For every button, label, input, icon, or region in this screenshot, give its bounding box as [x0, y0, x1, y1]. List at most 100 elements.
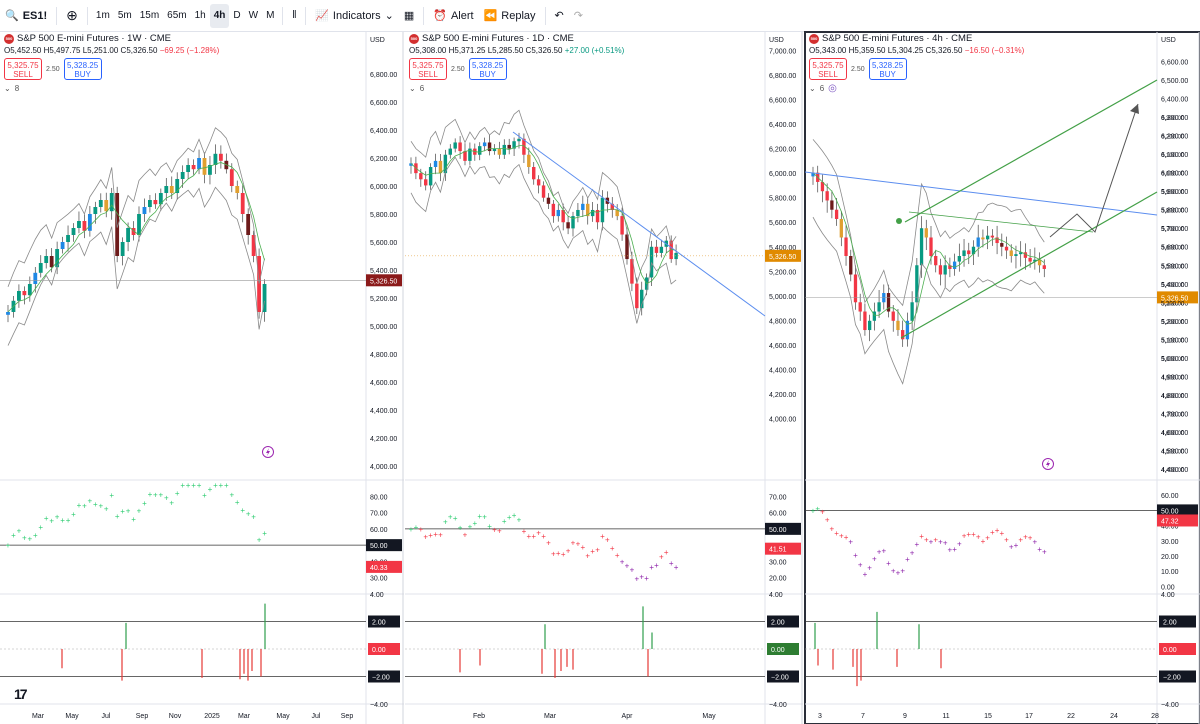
time-tick-label: Jul — [102, 713, 111, 720]
candle — [213, 153, 218, 165]
price-tick-label: 5,400.00 — [370, 268, 397, 275]
candle — [659, 246, 664, 253]
chevron-down-icon: ⌄ — [384, 10, 394, 22]
rsi-dot: + — [820, 508, 825, 517]
timeframe-65m[interactable]: 65m — [167, 10, 187, 21]
symbol-title[interactable]: S&P 500 E-mini Futures · 4h · CME — [822, 33, 973, 44]
legend-title-row: 500 S&P 500 E-mini Futures · 1W · CME — [4, 32, 219, 45]
rsi-dot: + — [522, 527, 527, 536]
price-tick-label: 6,500.00 — [1161, 78, 1188, 85]
chart-canvas: USD 6,600.00 6,500.00 6,400.00 6,300.00 6,200… — [805, 32, 1200, 724]
osc-tag: 2.00 — [372, 620, 386, 627]
symbol-search[interactable]: 🔍 ES1! — [5, 9, 48, 23]
rsi-dot: + — [414, 523, 419, 532]
legend-title-row: 500 S&P 500 E-mini Futures · 4h · CME — [809, 32, 1024, 45]
rsi-dot: + — [674, 563, 679, 572]
currency-label: USD — [769, 37, 784, 44]
rsi-dot: + — [615, 551, 620, 560]
sell-button[interactable]: 5,325.75 SELL — [409, 58, 447, 80]
candle — [164, 186, 169, 193]
ohlc-values: O5,308.00 H5,371.25 L5,285.50 C5,326.50 … — [409, 45, 624, 56]
indicator-toggle[interactable]: ⌄ 6 ◎ — [809, 83, 837, 94]
price-tick-label: 5,400.00 — [1161, 282, 1188, 289]
chevron-down-icon: ⌄ — [409, 84, 416, 93]
candle — [811, 172, 815, 177]
buy-button[interactable]: 5,328.25 BUY — [468, 58, 507, 80]
timeframe-1h[interactable]: 1h — [194, 10, 206, 21]
rsi-dot: + — [580, 543, 585, 552]
osc-tag-bg — [368, 643, 400, 655]
timeframe-W[interactable]: W — [248, 10, 259, 21]
osc-tag: −2.00 — [372, 675, 390, 682]
candle — [1037, 259, 1042, 266]
timeframe-15m[interactable]: 15m — [139, 10, 160, 21]
rsi-tick-label: 70.00 — [370, 511, 388, 518]
sell-button[interactable]: 5,325.75 SELL — [809, 58, 847, 80]
timeframe-1m[interactable]: 1m — [95, 10, 110, 21]
candle — [522, 138, 526, 155]
rsi-dot: + — [477, 512, 482, 521]
symbol-title[interactable]: S&P 500 E-mini Futures · 1W · CME — [17, 33, 171, 44]
top-toolbar: 🔍 ES1! ⊕ 1m 5m 15m 65m 1h 4h D W M 𝍪 📈 Indicators ⌄… — [0, 0, 1200, 32]
alert-button[interactable]: ⏰ Alert — [433, 9, 474, 23]
rsi-dot: + — [610, 544, 615, 553]
rsi-dot: + — [962, 531, 967, 540]
last-price-tag-bg — [366, 274, 402, 287]
separator — [305, 6, 307, 25]
rsi-dot: + — [664, 548, 669, 557]
chart-pane-1[interactable]: USD 6,800.00 6,600.00 6,400.00 6,200.00 6,000… — [0, 32, 404, 724]
timeframe-5m[interactable]: 5m — [117, 10, 132, 21]
chart-pane-3[interactable]: USD 6,600.00 6,500.00 6,400.00 6,300.00 6,200… — [804, 31, 1200, 724]
candle — [60, 242, 65, 249]
price-tick-label: 5,800.00 — [769, 196, 796, 203]
indicator-toggle[interactable]: ⌄ 6 — [409, 84, 425, 93]
sell-button[interactable]: 5,325.75 SELL — [4, 58, 42, 80]
candle — [443, 154, 448, 174]
price-tick-label: 6,600.00 — [370, 100, 397, 107]
buy-button[interactable]: 5,328.25 BUY — [868, 58, 907, 80]
timeframe-D[interactable]: D — [233, 10, 241, 21]
candle — [654, 246, 659, 253]
trade-buttons: 5,325.75 SELL 2.50 5,328.25 BUY — [4, 58, 219, 80]
rsi-dot: + — [924, 536, 929, 545]
time-tick-label: May — [276, 713, 290, 720]
tradingview-logo[interactable]: 17 — [14, 686, 28, 702]
secondary-tick-label: 5,200.00 — [1161, 320, 1185, 326]
candle — [98, 200, 103, 207]
undo-button[interactable]: ↶ — [550, 4, 569, 28]
rsi-dot: + — [938, 538, 943, 547]
lightning-icon — [262, 446, 274, 458]
templates-button[interactable]: ▦ — [399, 4, 419, 28]
timeframe-4h[interactable]: 4h — [209, 3, 230, 28]
candle — [487, 142, 492, 152]
rsi-dot: + — [438, 530, 443, 539]
price-tick-label: 6,600.00 — [1161, 60, 1188, 67]
replay-button[interactable]: ⏪ Replay — [483, 9, 536, 23]
rsi-dot: + — [990, 528, 995, 537]
candle — [49, 256, 54, 268]
compare-button[interactable]: ⊕ — [61, 4, 83, 28]
candle — [1000, 243, 1004, 247]
candle — [482, 142, 487, 147]
candle — [17, 291, 21, 301]
chart-type-button[interactable]: 𝍪 — [287, 4, 301, 28]
redo-button[interactable]: ↷ — [569, 4, 588, 28]
candle — [551, 203, 556, 217]
indicator-toggle[interactable]: ⌄ 8 — [4, 84, 20, 93]
symbol-title[interactable]: S&P 500 E-mini Futures · 1D · CME — [422, 33, 574, 44]
time-tick-label: 11 — [942, 713, 949, 720]
timeframe-M[interactable]: M — [266, 10, 275, 21]
osc-tag-bg — [1159, 643, 1196, 655]
candle — [990, 235, 995, 238]
price-tick-label: 5,400.00 — [769, 245, 796, 252]
price-tick-label: 5,000.00 — [370, 324, 397, 331]
rsi-dot: + — [881, 546, 886, 555]
buy-button[interactable]: 5,328.25 BUY — [63, 58, 102, 80]
indicators-button[interactable]: 📈 Indicators ⌄ — [315, 9, 394, 23]
time-tick-label: May — [65, 713, 79, 720]
rsi-dot: + — [1033, 537, 1038, 546]
chart-pane-2[interactable]: USD 7,000.00 6,800.00 6,600.00 6,400.00 6,200… — [405, 32, 803, 724]
price-tick-label: 6,400.00 — [1161, 97, 1188, 104]
rsi-dot: + — [858, 560, 863, 569]
price-tick-label: 6,400.00 — [769, 122, 796, 129]
